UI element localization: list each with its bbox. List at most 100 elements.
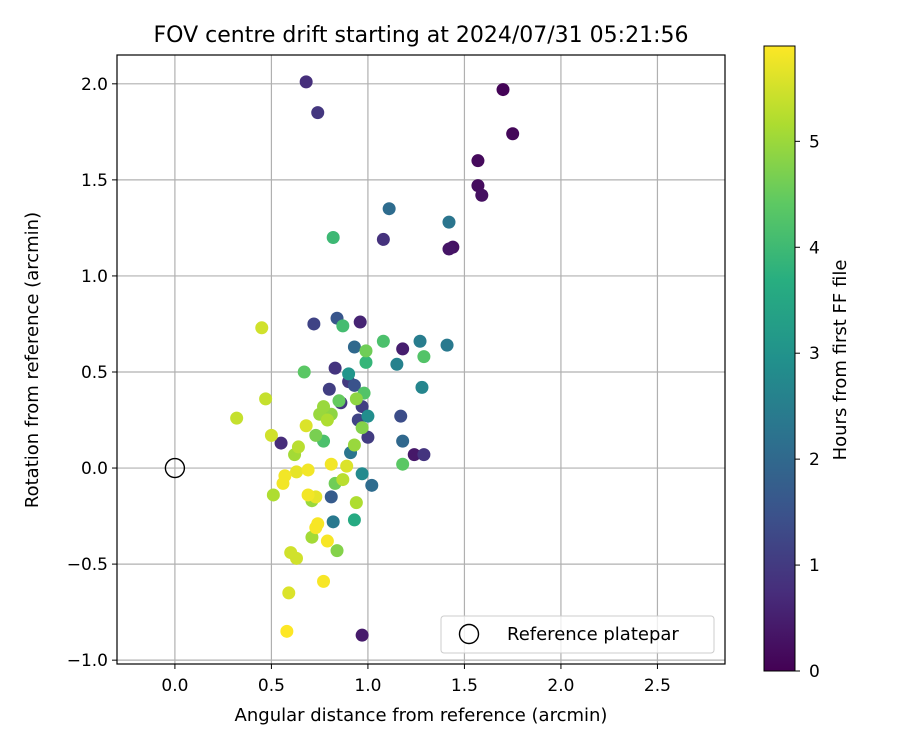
x-tick-label: 2.5	[644, 676, 671, 696]
x-tick-label: 0.0	[161, 676, 188, 696]
data-point	[280, 624, 294, 638]
data-point	[311, 106, 325, 120]
data-point	[506, 127, 520, 141]
data-point	[361, 430, 375, 444]
data-point	[332, 394, 346, 408]
x-tick-label: 1.5	[451, 676, 478, 696]
data-point	[442, 242, 456, 256]
data-point	[442, 215, 456, 229]
data-point	[417, 448, 431, 462]
data-point	[347, 438, 361, 452]
y-tick-label: 2.0	[81, 75, 108, 95]
data-point	[324, 457, 338, 471]
data-point	[340, 459, 354, 473]
data-point	[396, 457, 410, 471]
data-point	[309, 521, 323, 535]
data-point	[255, 321, 269, 335]
y-tick-label: 1.5	[81, 171, 108, 191]
colorbar-tick-label: 3	[809, 344, 820, 364]
x-tick-label: 2.0	[547, 676, 574, 696]
x-tick-label: 1.0	[354, 676, 381, 696]
data-point	[282, 586, 296, 600]
data-point	[301, 463, 315, 477]
data-point	[317, 400, 331, 414]
data-point	[355, 421, 369, 435]
colorbar-gradient	[763, 45, 796, 672]
colorbar-ticks: 0 1 2 3 4 5	[795, 132, 820, 682]
data-point	[355, 467, 369, 481]
data-point	[365, 478, 379, 492]
data-points	[230, 75, 520, 642]
data-point	[301, 488, 315, 502]
data-point	[353, 315, 367, 329]
legend-marker	[458, 623, 480, 645]
colorbar-label: Hours from first FF file	[830, 260, 851, 461]
data-point	[276, 476, 290, 490]
data-point	[330, 544, 344, 558]
legend-box	[440, 615, 715, 654]
data-point	[475, 188, 489, 202]
chart-title: FOV centre drift starting at 2024/07/31 …	[154, 23, 689, 48]
colorbar-tick-label: 4	[809, 238, 820, 258]
colorbar-tick-label: 0	[809, 662, 820, 682]
data-point	[230, 411, 244, 425]
data-point	[326, 515, 340, 529]
plot-frame	[116, 54, 726, 665]
data-point	[347, 378, 361, 392]
data-point	[382, 202, 396, 216]
data-point	[336, 473, 350, 487]
data-point	[299, 419, 313, 433]
data-point	[376, 334, 390, 348]
data-point	[264, 428, 278, 442]
reference-marker	[164, 457, 186, 479]
data-point	[307, 317, 321, 331]
data-point	[355, 628, 369, 642]
y-axis-label: Rotation from reference (arcmin)	[22, 212, 43, 508]
axis-ticks: 0.0 0.5 1.0 1.5 2.0 2.5 −1.0 −0.5 0.0 0.5 1.0 1.5 2.…	[67, 75, 671, 696]
data-point	[415, 380, 429, 394]
data-point	[359, 355, 373, 369]
data-point	[390, 357, 404, 371]
data-point	[413, 334, 427, 348]
y-tick-label: 0.5	[81, 363, 108, 383]
data-point	[396, 342, 410, 356]
data-point	[440, 338, 454, 352]
data-point	[336, 319, 350, 333]
data-point	[359, 344, 373, 358]
data-point	[259, 392, 273, 406]
data-point	[320, 534, 334, 548]
colorbar-tick-label: 1	[809, 556, 820, 576]
y-tick-label: −1.0	[67, 651, 108, 671]
data-point	[347, 513, 361, 527]
data-point	[396, 434, 410, 448]
data-point	[361, 409, 375, 423]
data-point	[291, 440, 305, 454]
data-point	[342, 367, 356, 381]
data-point	[349, 392, 363, 406]
data-point	[376, 232, 390, 246]
data-point	[266, 488, 280, 502]
data-point	[309, 428, 323, 442]
data-point	[320, 413, 334, 427]
data-point	[324, 490, 338, 504]
data-point	[417, 350, 431, 364]
colorbar: 0 1 2 3 4 5 Hours from first FF file	[763, 45, 851, 682]
data-point	[297, 365, 311, 379]
data-point	[471, 154, 485, 168]
data-point	[349, 496, 363, 510]
data-point	[496, 83, 510, 97]
legend: Reference platepar	[440, 615, 715, 654]
data-point	[328, 361, 342, 375]
data-point	[326, 231, 340, 245]
data-point	[407, 448, 421, 462]
y-tick-label: 0.0	[81, 459, 108, 479]
colorbar-tick-label: 5	[809, 132, 820, 152]
data-point	[274, 436, 288, 450]
y-tick-label: 1.0	[81, 267, 108, 287]
data-point	[299, 75, 313, 89]
data-point	[290, 551, 304, 565]
data-point	[322, 382, 336, 396]
data-point	[290, 465, 304, 479]
legend-label: Reference platepar	[507, 624, 679, 645]
data-point	[347, 340, 361, 354]
